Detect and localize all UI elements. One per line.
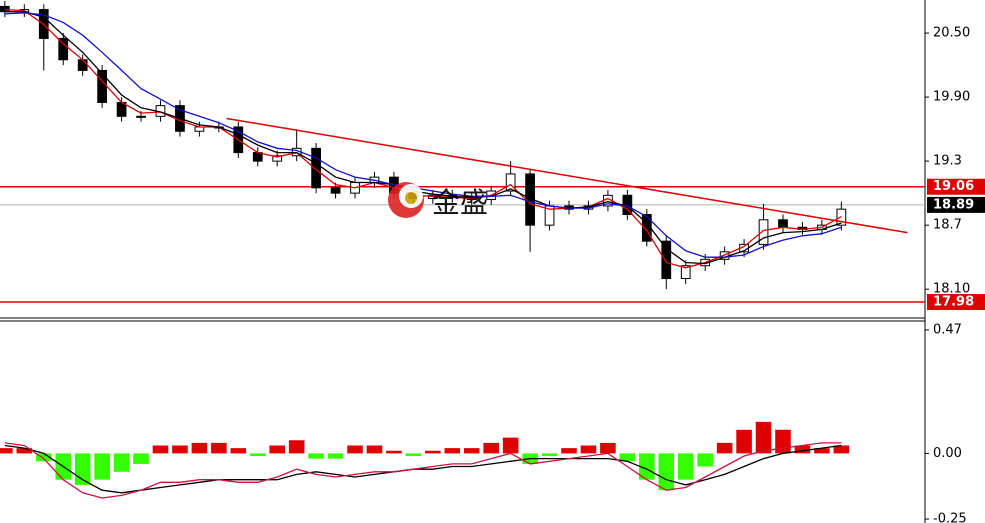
price-level-label: 18.89 — [933, 197, 974, 212]
candle-body — [272, 155, 283, 162]
macd-bar — [619, 453, 636, 462]
macd-bar — [113, 453, 130, 472]
macd-bar — [502, 437, 519, 454]
macd-bar — [736, 429, 752, 454]
candle-body — [758, 219, 769, 245]
candle-body — [136, 115, 146, 118]
macd-bar — [0, 448, 13, 454]
macd-bar — [794, 445, 811, 454]
macd-bar — [152, 445, 169, 454]
y-tick-label: 19.90 — [933, 90, 970, 105]
watermark-logo — [405, 192, 417, 204]
macd-bar — [16, 448, 33, 454]
line-series — [4, 11, 842, 265]
price-level-label: 19.06 — [933, 179, 974, 194]
macd-bar — [483, 442, 499, 454]
candle-body — [97, 69, 108, 103]
macd-bar — [405, 453, 422, 457]
macd-bar — [288, 440, 305, 454]
line-series — [4, 444, 842, 494]
macd-bar — [561, 448, 577, 454]
macd-bar — [814, 448, 830, 454]
macd-bar — [444, 448, 461, 454]
macd-bar — [230, 448, 247, 454]
y-tick-label: -0.25 — [933, 512, 967, 523]
macd-bar — [697, 453, 713, 467]
macd-bar — [191, 442, 208, 454]
macd-bar — [249, 453, 266, 457]
price-level-tag — [927, 196, 985, 213]
candle-body — [661, 240, 672, 280]
price-level-tag — [927, 293, 985, 310]
y-tick-label: 18.7 — [933, 218, 962, 233]
macd-bar — [463, 448, 480, 454]
macd-bar — [677, 453, 694, 480]
macd-bar — [366, 445, 383, 454]
macd-bar — [269, 445, 285, 454]
macd-bar — [600, 442, 616, 454]
macd-bar — [639, 453, 655, 480]
line-series — [4, 12, 842, 258]
candle-body — [311, 147, 321, 189]
macd-bar — [386, 450, 402, 454]
candle-body — [505, 173, 516, 192]
macd-bar — [308, 453, 324, 459]
macd-bar — [347, 445, 363, 454]
macd-bar — [716, 442, 733, 454]
macd-bar — [211, 442, 227, 454]
y-tick-label: 18.10 — [933, 282, 970, 297]
candle-body — [58, 37, 69, 61]
candle-body — [0, 5, 10, 13]
macd-bar — [833, 445, 850, 454]
y-tick-label: 0.00 — [933, 446, 962, 461]
macd-bar — [94, 453, 110, 480]
macd-bar — [35, 453, 52, 462]
y-tick-label: 19.3 — [933, 154, 962, 169]
candle-body — [330, 187, 341, 194]
watermark-text: 金盛 — [432, 186, 488, 219]
macd-bar — [658, 453, 675, 491]
macd-bar — [541, 453, 558, 457]
macd-bar — [580, 445, 597, 454]
line-series — [4, 442, 842, 499]
y-tick-label: 20.50 — [933, 26, 970, 41]
macd-bar — [755, 421, 772, 454]
macd-bar — [172, 445, 188, 454]
candle-body — [77, 59, 88, 71]
macd-bar — [425, 450, 441, 454]
candle-body — [680, 265, 691, 280]
candle-body — [778, 219, 788, 228]
watermark: 金盛 — [388, 182, 488, 219]
price-level-label: 17.98 — [933, 294, 974, 309]
y-tick-label: 0.47 — [933, 322, 962, 337]
macd-bar — [327, 453, 344, 459]
macd-bar — [133, 453, 149, 464]
trend-line — [226, 117, 908, 234]
macd-bar — [775, 429, 791, 454]
price-level-tag — [927, 178, 985, 195]
